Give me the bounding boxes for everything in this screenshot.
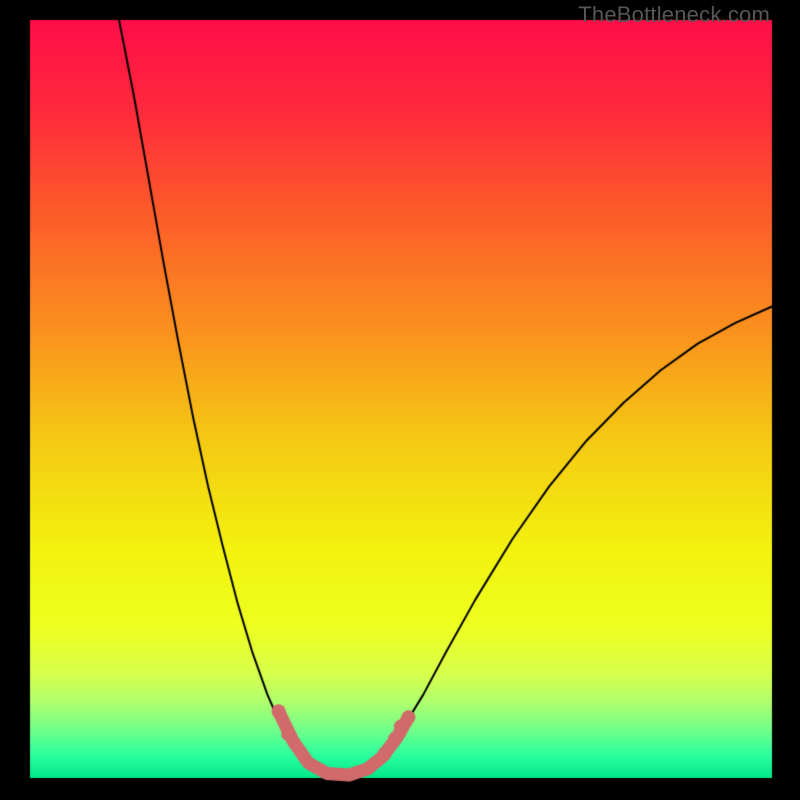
chart-stage: TheBottleneck.com — [0, 0, 800, 800]
bottleneck-chart — [0, 0, 800, 800]
